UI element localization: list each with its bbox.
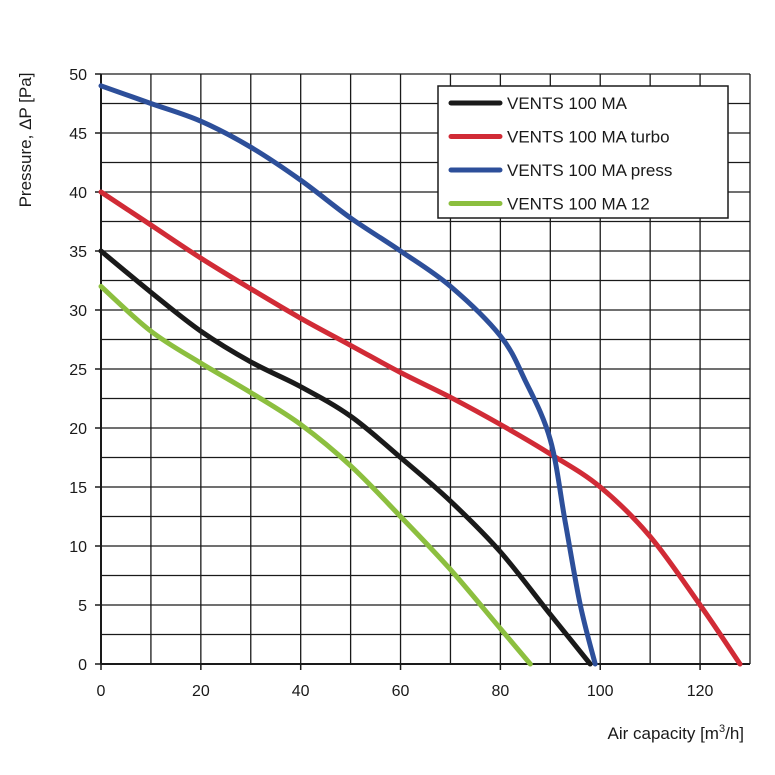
- series-line-2: [98, 189, 743, 667]
- y-tick-label: 15: [69, 480, 87, 497]
- y-axis-title: Pressure, ΔP [Pa]: [16, 73, 35, 208]
- legend-box: [437, 85, 729, 219]
- x-tick-label: 80: [491, 683, 509, 700]
- legend-label: VENTS 100 MA: [507, 94, 628, 113]
- y-tick-label: 0: [78, 657, 87, 674]
- legend-label: VENTS 100 MA turbo: [507, 128, 670, 147]
- y-tick-label: 50: [69, 67, 87, 84]
- axes: [95, 73, 750, 670]
- series-lines: [98, 83, 743, 667]
- legend: VENTS 100 MA VENTS 100 MA turbo VENTS 100 …: [437, 85, 729, 219]
- x-tick-label: 40: [292, 683, 310, 700]
- series-line-1: [98, 248, 593, 667]
- tick-labels: 0 5 10 15 20 25 30 35 40 45 50 0 20 40 60 80 100 120: [69, 67, 713, 700]
- y-tick-label: 20: [69, 421, 87, 438]
- x-axis-title: Air capacity [m3/h]: [607, 723, 744, 743]
- y-tick-label: 45: [69, 126, 87, 143]
- y-tick-label: 40: [69, 185, 87, 202]
- y-tick-label: 30: [69, 303, 87, 320]
- y-tick-label: 10: [69, 539, 87, 556]
- y-tick-label: 35: [69, 244, 87, 261]
- series-line-4: [98, 283, 533, 667]
- x-axis-title-tail: /h]: [725, 724, 744, 743]
- x-tick-label: 120: [687, 683, 714, 700]
- x-tick-label: 20: [192, 683, 210, 700]
- series-line-3: [98, 83, 598, 667]
- x-tick-label: 60: [392, 683, 410, 700]
- y-tick-label: 5: [78, 598, 87, 615]
- legend-label: VENTS 100 MA 12: [507, 195, 650, 214]
- x-tick-label: 100: [587, 683, 614, 700]
- x-tick-label: 0: [97, 683, 106, 700]
- y-tick-label: 25: [69, 362, 87, 379]
- x-axis-title-superscript: 3: [719, 723, 725, 735]
- legend-label: VENTS 100 MA press: [507, 161, 672, 180]
- x-axis-title-text: Air capacity [m: [607, 724, 718, 743]
